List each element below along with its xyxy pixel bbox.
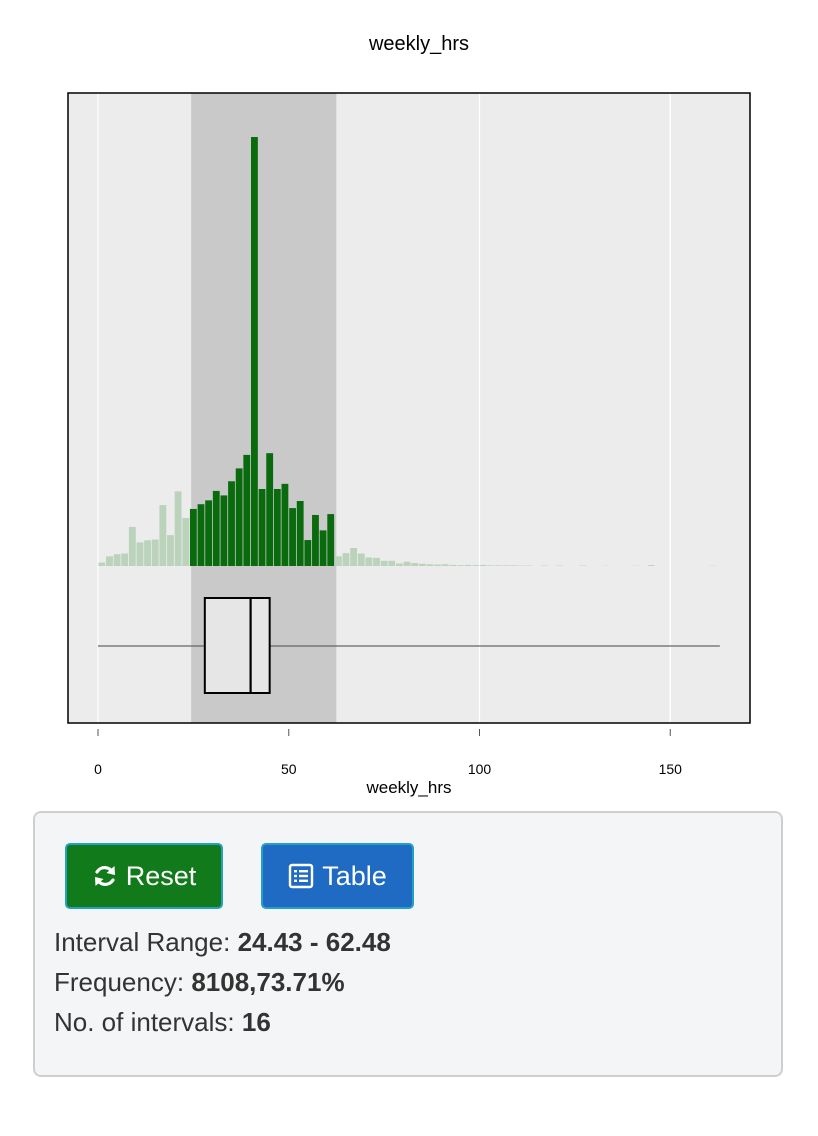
histogram-bar (464, 564, 472, 566)
histogram-bar (121, 553, 129, 566)
table-button[interactable]: Table (261, 843, 414, 909)
chart-title: weekly_hrs (368, 33, 469, 55)
histogram-bar (281, 483, 289, 566)
histogram-bar (434, 564, 441, 566)
histogram-bar (235, 468, 243, 566)
intervals-value: 16 (241, 1007, 271, 1037)
histogram-bar (182, 517, 190, 566)
histogram-bar (449, 564, 457, 566)
histogram-bar (388, 560, 396, 566)
interval-range-value: 24.43 - 62.48 (237, 927, 391, 957)
plot-frame (67, 92, 751, 724)
x-axis: 0 50 100 150 (94, 729, 682, 777)
histogram-bar (151, 539, 159, 566)
histogram-bar (334, 556, 342, 566)
histogram-bar (510, 565, 518, 566)
x-tick-label: 0 (94, 761, 102, 777)
histogram-bar (426, 564, 434, 566)
histogram-bar (197, 504, 205, 566)
histogram-bar (357, 553, 365, 566)
histogram-bar (342, 553, 350, 566)
histogram-bar (212, 490, 220, 566)
refresh-icon (92, 863, 118, 889)
reset-button[interactable]: Reset (65, 843, 223, 909)
histogram-bar (251, 137, 258, 566)
histogram-bar (144, 540, 152, 566)
histogram-bar (167, 535, 174, 566)
histogram-bar (380, 560, 388, 566)
histogram-bar (174, 491, 182, 566)
histogram-bar (418, 563, 426, 566)
reset-label: Reset (125, 860, 197, 891)
intervals-text: No. of intervals: 16 (54, 1007, 271, 1038)
histogram-chart: weekly_hrs 0 50 100 150 weekly_hrs (67, 33, 751, 797)
histogram-bar (479, 564, 487, 566)
histogram-bar (327, 514, 335, 566)
histogram-bar (205, 500, 213, 566)
intervals-label: No. of intervals: (54, 1007, 235, 1037)
histogram-bar (98, 562, 106, 566)
histogram-bar (113, 554, 121, 566)
histogram-bar (243, 454, 251, 566)
frequency-text: Frequency: 8108,73.71% (54, 967, 345, 998)
histogram-bar (350, 547, 358, 566)
histogram-bar (273, 488, 281, 566)
histogram-bars (98, 137, 716, 566)
histogram-bar (472, 565, 480, 566)
histogram-bar (296, 501, 304, 566)
histogram-bar (395, 563, 403, 566)
histogram-bar (647, 565, 655, 566)
histogram-bar (319, 530, 327, 566)
boxplot (98, 597, 720, 694)
histogram-bar (502, 565, 510, 566)
histogram-bar (403, 561, 411, 566)
histogram-bar (136, 542, 144, 566)
frequency-value: 8108,73.71% (191, 967, 345, 997)
control-panel: Reset Table Interval Range: 24.43 - 62.4… (33, 811, 783, 1077)
x-tick-label: 150 (659, 761, 683, 777)
histogram-bar (266, 453, 274, 566)
x-tick-label: 100 (468, 761, 492, 777)
frequency-label: Frequency: (54, 967, 185, 997)
histogram-bar (228, 481, 235, 566)
histogram-bar (189, 508, 197, 566)
histogram-bar (289, 508, 296, 566)
histogram-bar (312, 514, 319, 566)
histogram-bar (441, 564, 449, 566)
histogram-bar (106, 556, 113, 566)
list-icon (288, 863, 314, 889)
histogram-bar (411, 562, 419, 566)
histogram-bar (365, 557, 373, 566)
histogram-bar (457, 565, 464, 566)
plot-background (68, 93, 750, 723)
x-tick-label: 50 (281, 761, 297, 777)
interval-range-text: Interval Range: 24.43 - 62.48 (54, 927, 391, 958)
interval-range-label: Interval Range: (54, 927, 231, 957)
histogram-bar (373, 557, 380, 566)
histogram-bar (258, 488, 266, 566)
histogram-bar (487, 565, 495, 566)
x-axis-label: weekly_hrs (365, 778, 451, 797)
histogram-bar (159, 505, 167, 566)
boxplot-box (203, 597, 271, 694)
table-label: Table (322, 860, 387, 891)
histogram-bar (220, 495, 228, 566)
histogram-bar (495, 565, 502, 566)
histogram-bar (304, 540, 312, 566)
histogram-bar (128, 526, 136, 566)
